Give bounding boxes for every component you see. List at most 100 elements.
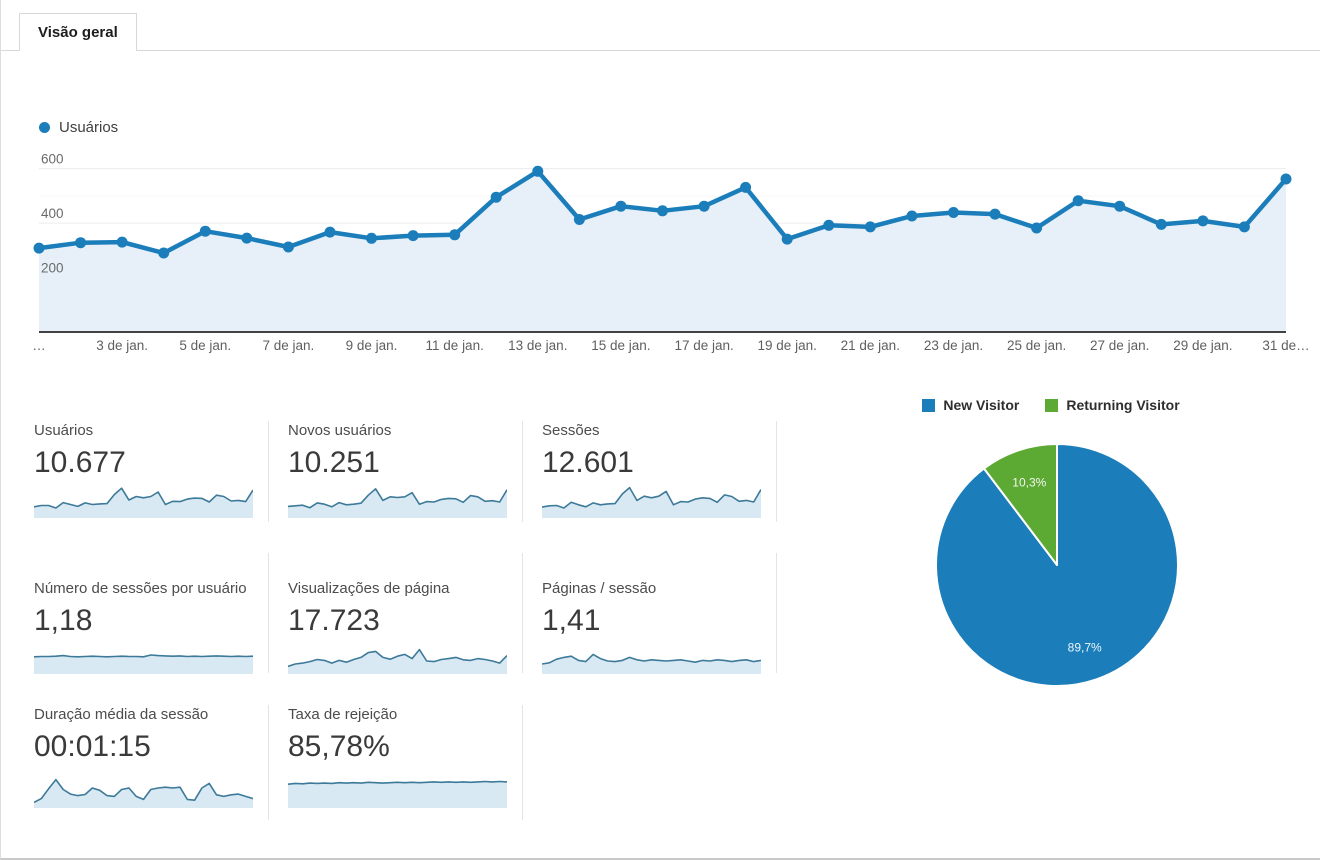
tab-underline	[1, 50, 1320, 51]
metric-card-paginas-sessao[interactable]: Páginas / sessão 1,41	[523, 553, 777, 674]
metric-value: 85,78%	[288, 730, 390, 763]
data-point	[573, 214, 585, 225]
x-tick-label: …	[32, 338, 46, 353]
pie-legend: New Visitor Returning Visitor	[861, 397, 1241, 413]
metric-card-sessoes[interactable]: Sessões 12.601	[523, 421, 777, 522]
timeseries-legend-usuarios[interactable]: Usuários	[39, 119, 118, 136]
timeseries-legend-label: Usuários	[59, 119, 119, 136]
tab-visao-geral[interactable]: Visão geral	[19, 13, 137, 51]
y-tick-label: 400	[41, 206, 64, 221]
data-point	[1031, 222, 1043, 234]
metric-value: 12.601	[542, 446, 634, 479]
metric-title: Usuários	[34, 422, 94, 439]
metric-value: 10.677	[34, 446, 126, 479]
data-point	[948, 207, 959, 218]
sparkline-line	[542, 486, 761, 509]
x-tick-label: 13 de jan.	[508, 338, 567, 353]
data-point	[615, 200, 627, 212]
sparkline-area-fill	[34, 779, 253, 808]
data-point	[490, 191, 502, 203]
data-point	[116, 236, 128, 248]
metric-card-sessoes-por-usuario[interactable]: Número de sessões por usuário 1,18	[34, 553, 269, 674]
sparkline-line	[288, 488, 507, 509]
sparkline-area-fill	[34, 655, 253, 674]
data-point	[75, 237, 87, 249]
returning-visitor-swatch-icon	[1045, 398, 1059, 412]
x-tick-label: 17 de jan.	[674, 338, 733, 353]
metric-sparkline	[542, 653, 761, 674]
pie-legend-new-visitor[interactable]: New Visitor	[922, 397, 1019, 413]
x-tick-label: 29 de jan.	[1173, 338, 1232, 353]
series-color-dot-icon	[39, 122, 50, 133]
x-tick-label: 21 de jan.	[841, 338, 900, 353]
x-tick-label: 19 de jan.	[758, 338, 817, 353]
metric-title: Número de sessões por usuário	[34, 580, 247, 597]
sparkline-area-fill	[542, 487, 761, 518]
x-tick-label: 23 de jan.	[924, 338, 983, 353]
y-tick-label: 200	[41, 261, 64, 276]
sparkline-line	[34, 778, 253, 804]
data-point	[1238, 221, 1250, 233]
metric-title: Visualizações de página	[288, 580, 450, 597]
sparkline-area-fill	[288, 488, 507, 518]
metric-value: 10.251	[288, 446, 380, 479]
data-point	[324, 226, 336, 238]
data-point	[823, 219, 835, 231]
metric-card-usuarios[interactable]: Usuários 10.677	[34, 421, 269, 522]
metric-title: Novos usuários	[288, 422, 392, 439]
data-point	[1072, 195, 1084, 207]
metric-card-duracao-media[interactable]: Duração média da sessão 00:01:15	[34, 705, 269, 820]
metric-sparkline	[288, 488, 507, 518]
metric-card-visualizacoes[interactable]: Visualizações de página 17.723	[269, 553, 523, 674]
pie-slice-returning-visitor	[983, 443, 1058, 566]
pie-slice-label: 89,7%	[1068, 641, 1102, 655]
pie-legend-label: Returning Visitor	[1066, 397, 1180, 413]
data-point	[989, 208, 1001, 220]
tab-label: Visão geral	[38, 24, 118, 41]
data-point	[740, 181, 752, 193]
pie-legend-returning-visitor[interactable]: Returning Visitor	[1045, 397, 1180, 413]
visitor-type-pie-chart: 89,7% 10,3%	[935, 443, 1179, 687]
data-point	[1114, 200, 1126, 212]
sparkline-line	[542, 653, 761, 665]
new-visitor-swatch-icon	[922, 398, 936, 412]
x-tick-label: 15 de jan.	[591, 338, 650, 353]
data-point	[864, 221, 876, 233]
data-point	[282, 241, 294, 253]
metric-sparkline	[542, 486, 761, 518]
data-point	[698, 200, 710, 212]
data-point	[1197, 215, 1209, 227]
data-point	[781, 233, 793, 245]
metric-value: 00:01:15	[34, 730, 151, 763]
x-tick-label: 7 de jan.	[263, 338, 315, 353]
metric-title: Páginas / sessão	[542, 580, 657, 597]
metric-card-novos-usuarios[interactable]: Novos usuários 10.251	[269, 421, 523, 522]
sparkline-area-fill	[288, 649, 507, 674]
x-tick-label: 25 de jan.	[1007, 338, 1066, 353]
x-tick-label: 11 de jan.	[426, 338, 484, 353]
metric-card-taxa-rejeicao[interactable]: Taxa de rejeição 85,78%	[269, 705, 523, 820]
metric-title: Duração média da sessão	[34, 706, 209, 723]
sparkline-line	[288, 780, 507, 785]
data-point	[199, 225, 211, 237]
y-tick-label: 600	[41, 152, 64, 167]
metric-title: Taxa de rejeição	[288, 706, 398, 723]
data-point	[407, 230, 419, 242]
metric-value: 1,18	[34, 604, 93, 637]
metric-sparkline	[34, 654, 253, 674]
sparkline-area-fill	[542, 654, 761, 674]
sparkline-line	[288, 648, 507, 668]
x-tick-label: 9 de jan.	[346, 338, 398, 353]
metric-cards-row-2: Número de sessões por usuário 1,18 Visua…	[34, 553, 777, 674]
pie-legend-label: New Visitor	[943, 397, 1020, 413]
x-tick-label: 27 de jan.	[1090, 338, 1149, 353]
metric-sparkline	[288, 780, 507, 808]
pie-slice-label: 10,3%	[1012, 475, 1046, 489]
data-point	[366, 232, 377, 244]
metric-title: Sessões	[542, 422, 600, 439]
data-point	[33, 242, 45, 254]
users-line-chart: 200 400 600 … 3 de jan. 5 de jan. 7 de jan. 9 d…	[32, 152, 1309, 353]
sparkline-line	[34, 487, 253, 509]
sparkline-line	[34, 654, 253, 658]
